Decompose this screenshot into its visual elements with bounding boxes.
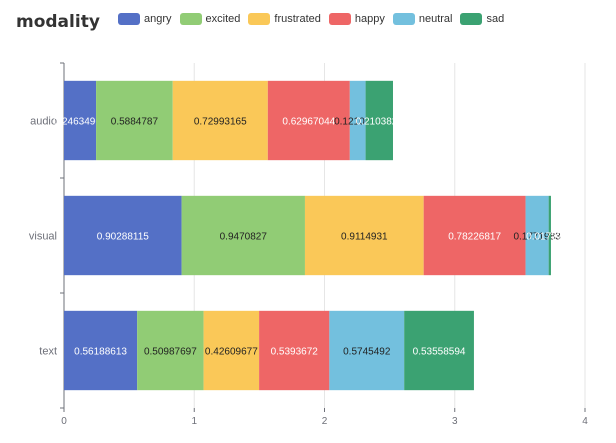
category-label: text xyxy=(39,346,57,358)
data-label: 0.90288115 xyxy=(97,232,150,243)
bar-happy-text xyxy=(259,310,330,391)
data-label: 0.1771983 xyxy=(513,232,561,243)
legend-item-angry[interactable]: angry xyxy=(118,13,172,25)
legend-item-frustrated[interactable]: frustrated xyxy=(248,13,321,25)
legend-item-happy[interactable]: happy xyxy=(328,13,385,25)
bar-frustrated-visual xyxy=(304,195,424,276)
data-label: 0.5884787 xyxy=(111,117,159,128)
data-label: 0.9114931 xyxy=(341,232,388,243)
data-label: 0.42609677 xyxy=(205,347,258,358)
legend-label: neutral xyxy=(418,13,453,25)
bar-angry-visual xyxy=(64,195,182,276)
bar-sad-audio xyxy=(365,80,393,161)
x-tick-label: 1 xyxy=(191,416,197,427)
legend-label: frustrated xyxy=(274,13,321,25)
data-label: 0.62967044 xyxy=(282,117,335,128)
data-label: 0.0177713 xyxy=(526,232,574,243)
x-tick-label: 3 xyxy=(452,416,458,427)
data-label: 0.24634966 xyxy=(54,117,107,128)
bar-neutral-text xyxy=(329,310,405,391)
data-label: 0.56188613 xyxy=(74,347,127,358)
legend-swatch xyxy=(460,13,483,25)
legend-label: angry xyxy=(144,13,172,25)
legend-label: sad xyxy=(486,13,505,25)
legend-label: excited xyxy=(205,13,241,25)
x-tick-label: 4 xyxy=(582,416,588,427)
legend-swatch xyxy=(328,13,351,25)
x-tick-label: 2 xyxy=(322,416,328,427)
bar-neutral-visual xyxy=(525,195,549,276)
bar-excited-text xyxy=(137,310,204,391)
data-label: 0.78226817 xyxy=(448,232,501,243)
data-label: 0.5745492 xyxy=(343,347,391,358)
legend-item-neutral[interactable]: neutral xyxy=(392,13,453,25)
legend-swatch xyxy=(248,13,271,25)
bar-sad-text xyxy=(404,310,474,391)
bar-frustrated-audio xyxy=(172,80,268,161)
data-label: 0.72993165 xyxy=(194,117,247,128)
bar-neutral-audio xyxy=(349,80,366,161)
bar-happy-visual xyxy=(423,195,526,276)
bar-angry-audio xyxy=(64,80,97,161)
data-label: 0.9470827 xyxy=(220,232,268,243)
data-label: 0.5393672 xyxy=(271,347,319,358)
data-label: 0.50987697 xyxy=(144,347,197,358)
chart-title: modality xyxy=(16,12,100,32)
data-label: 0.1210382 xyxy=(334,117,382,128)
data-label: 0.2103828 xyxy=(356,117,404,128)
bar-happy-audio xyxy=(267,80,350,161)
legend-swatch xyxy=(118,13,140,25)
legend: angry excited frustrated happy neutral sad xyxy=(118,13,512,25)
legend-swatch xyxy=(392,13,415,25)
category-label: visual xyxy=(29,231,57,243)
legend-label: happy xyxy=(354,13,385,25)
legend-item-excited[interactable]: excited xyxy=(179,13,241,25)
legend-swatch xyxy=(179,13,202,25)
bar-excited-audio xyxy=(96,80,173,161)
bar-sad-visual xyxy=(548,195,551,276)
data-label: 0.53558594 xyxy=(413,347,466,358)
bar-excited-visual xyxy=(181,195,305,276)
bar-angry-text xyxy=(64,310,138,391)
legend-item-sad[interactable]: sad xyxy=(460,13,504,25)
category-label: audio xyxy=(30,116,57,128)
x-tick-label: 0 xyxy=(61,416,67,427)
bar-frustrated-text xyxy=(203,310,260,391)
